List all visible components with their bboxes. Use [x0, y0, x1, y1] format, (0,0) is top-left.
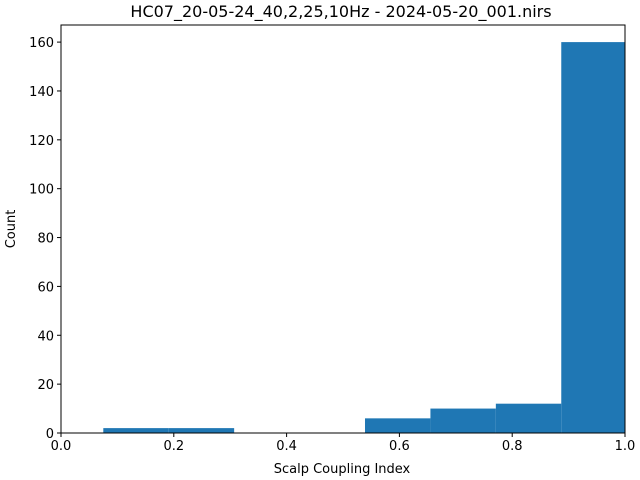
x-tick-label: 1.0: [615, 439, 636, 454]
x-tick-label: 0.2: [163, 439, 184, 454]
bars-group: [103, 42, 625, 433]
y-axis-ticks: 0 20 40 60 80 100 120 140 160: [29, 36, 61, 442]
y-tick-label: 120: [29, 134, 54, 149]
y-tick-label: 80: [37, 232, 54, 247]
histogram-bar-4: [364, 418, 431, 433]
y-tick-label: 40: [37, 329, 54, 344]
histogram-bar-7: [561, 42, 625, 433]
x-tick-label: 0.4: [276, 439, 297, 454]
y-tick-label: 160: [29, 36, 54, 51]
chart-title: HC07_20-05-24_40,2,25,10Hz - 2024-05-20_…: [130, 2, 551, 22]
histogram-bar-6: [495, 403, 562, 433]
x-tick-label: 0.0: [51, 439, 72, 454]
y-tick-label: 60: [37, 280, 54, 295]
y-tick-label: 20: [37, 378, 54, 393]
histogram-bar-5: [430, 408, 496, 433]
histogram-bar-1: [168, 428, 235, 433]
x-axis-label: Scalp Coupling Index: [274, 462, 411, 477]
x-tick-label: 0.6: [389, 439, 410, 454]
y-tick-label: 100: [29, 183, 54, 198]
y-axis-label: Count: [4, 210, 19, 249]
histogram-bar-0: [103, 428, 169, 433]
axes-frame: [60, 24, 626, 434]
y-tick-label: 140: [29, 85, 54, 100]
x-axis-ticks: 0.0 0.2 0.4 0.6 0.8 1.0: [51, 433, 636, 454]
x-tick-label: 0.8: [502, 439, 523, 454]
y-tick-label: 0: [46, 427, 54, 442]
